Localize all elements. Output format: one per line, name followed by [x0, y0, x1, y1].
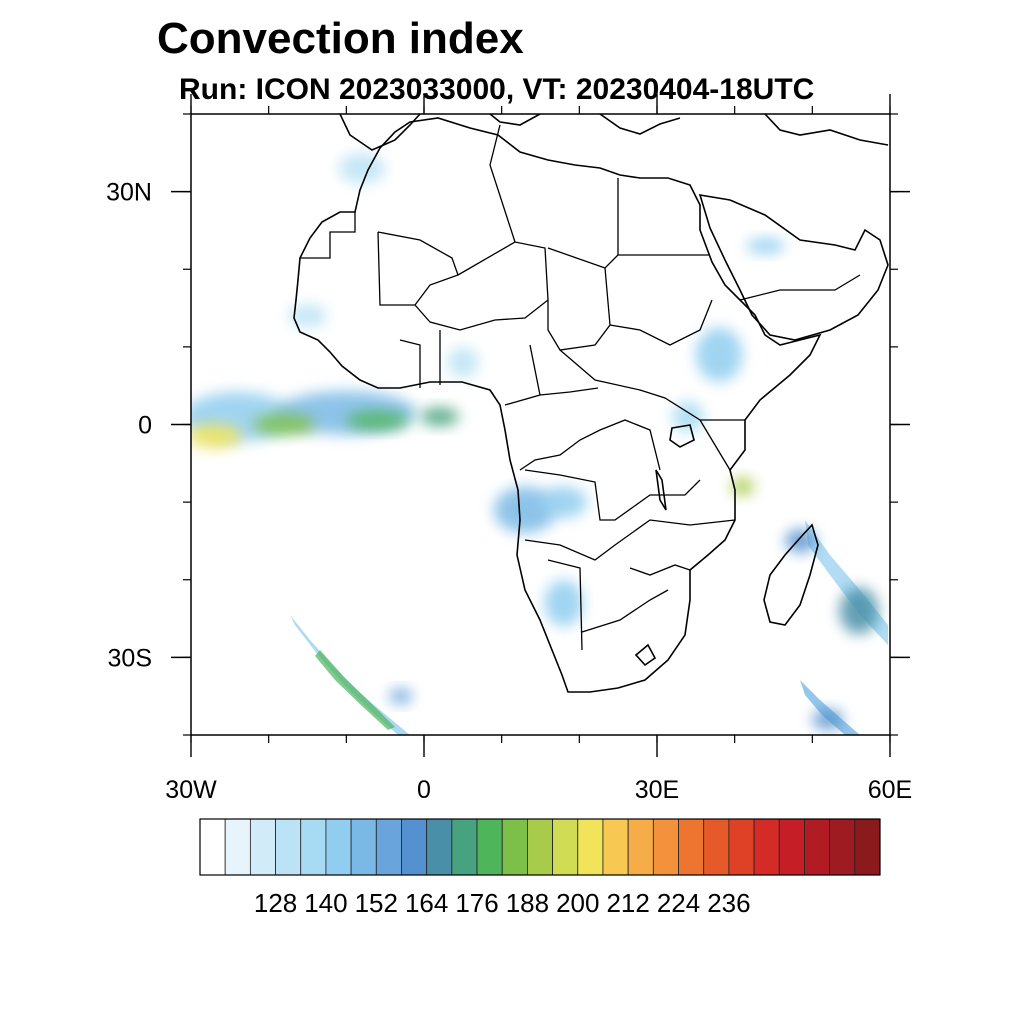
colorbar-swatch [778, 818, 805, 876]
convection-cell [672, 401, 704, 433]
convection-cell [346, 411, 409, 430]
colorbar-tick-label: 188 [506, 888, 549, 918]
colorbar: 128 140 152 164 176 188 200 212 224 236 [199, 818, 881, 918]
colorbar-swatch [753, 818, 780, 876]
convection-cell [420, 407, 459, 427]
y-tick-label: 30S [108, 644, 152, 672]
colorbar-swatch [829, 818, 856, 876]
convection-cell [540, 486, 588, 518]
convection-cell [695, 327, 743, 382]
convection-cell [812, 709, 844, 730]
map-axes: 30N 0 30S 30W 0 30E 60E [106, 94, 912, 804]
colorbar-tick-label: 236 [707, 888, 750, 918]
convection-cell [746, 238, 786, 254]
colorbar-swatch [552, 818, 579, 876]
convection-cell [544, 579, 584, 627]
colorbar-swatch [728, 818, 755, 876]
lesotho-border [634, 643, 657, 667]
convection-cell [493, 486, 557, 534]
convection-cell [730, 477, 755, 496]
x-tick-label: 30E [635, 776, 679, 804]
y-tick-label: 0 [138, 412, 152, 440]
y-tick-label: 30N [106, 179, 152, 207]
convection-cell [288, 304, 327, 328]
colorbar-swatch [426, 818, 453, 876]
colorbar-swatch [501, 818, 528, 876]
colorbar-frame [199, 818, 881, 876]
colorbar-swatch [401, 818, 428, 876]
convection-cell [839, 587, 879, 635]
convection-cell [447, 346, 479, 378]
band-south-atlantic-core [315, 650, 395, 730]
arabia-coastline [698, 193, 889, 341]
convection-cell [191, 423, 242, 449]
colorbar-swatch [602, 818, 629, 876]
colorbar-swatch [804, 818, 831, 876]
colorbar-tick-label: 152 [355, 888, 398, 918]
convection-field-layer [191, 152, 888, 735]
map-title: Convection index [157, 14, 524, 63]
colorbar-swatch [451, 818, 478, 876]
convection-cell [389, 688, 413, 704]
colorbar-swatch [703, 818, 730, 876]
lake-victoria [669, 424, 695, 448]
map-subtitle: Run: ICON 2023033000, VT: 20230404-18UTC [179, 73, 815, 106]
colorbar-tick-label: 212 [606, 888, 649, 918]
band-south-atlantic [290, 615, 410, 735]
colorbar-swatch [224, 818, 251, 876]
colorbar-swatch [652, 818, 679, 876]
colorbar-tick-label: 128 [254, 888, 297, 918]
convection-cell [253, 413, 316, 436]
colorbar-swatch [199, 818, 226, 876]
colorbar-tick-label: 176 [455, 888, 498, 918]
colorbar-tick-label: 224 [657, 888, 700, 918]
colorbar-tick-label: 200 [556, 888, 599, 918]
colorbar-tick-label: 140 [304, 888, 347, 918]
colorbar-swatch [476, 818, 503, 876]
colorbar-swatch [527, 818, 553, 876]
x-tick-label: 60E [868, 776, 912, 804]
africa-coastline [293, 117, 822, 693]
colorbar-swatch [678, 818, 705, 876]
colorbar-swatch [350, 818, 377, 876]
lake-tanganyika [655, 469, 667, 511]
country-borders [300, 124, 861, 651]
colorbar-swatch [325, 818, 352, 876]
coastlines-borders [293, 114, 889, 693]
colorbar-swatch [300, 818, 327, 876]
colorbar-swatch [577, 818, 604, 876]
colorbar-swatch [249, 818, 276, 876]
colorbar-tick-label: 164 [405, 888, 448, 918]
x-tick-label: 30W [165, 776, 217, 804]
europe-coastline [339, 114, 889, 151]
convection-cell [338, 152, 386, 184]
colorbar-swatch [627, 818, 654, 876]
madagascar-coastline [763, 523, 819, 626]
colorbar-swatch [275, 818, 302, 876]
colorbar-swatch [375, 818, 402, 876]
x-tick-label: 0 [417, 776, 431, 804]
colorbar-swatch [854, 818, 881, 876]
